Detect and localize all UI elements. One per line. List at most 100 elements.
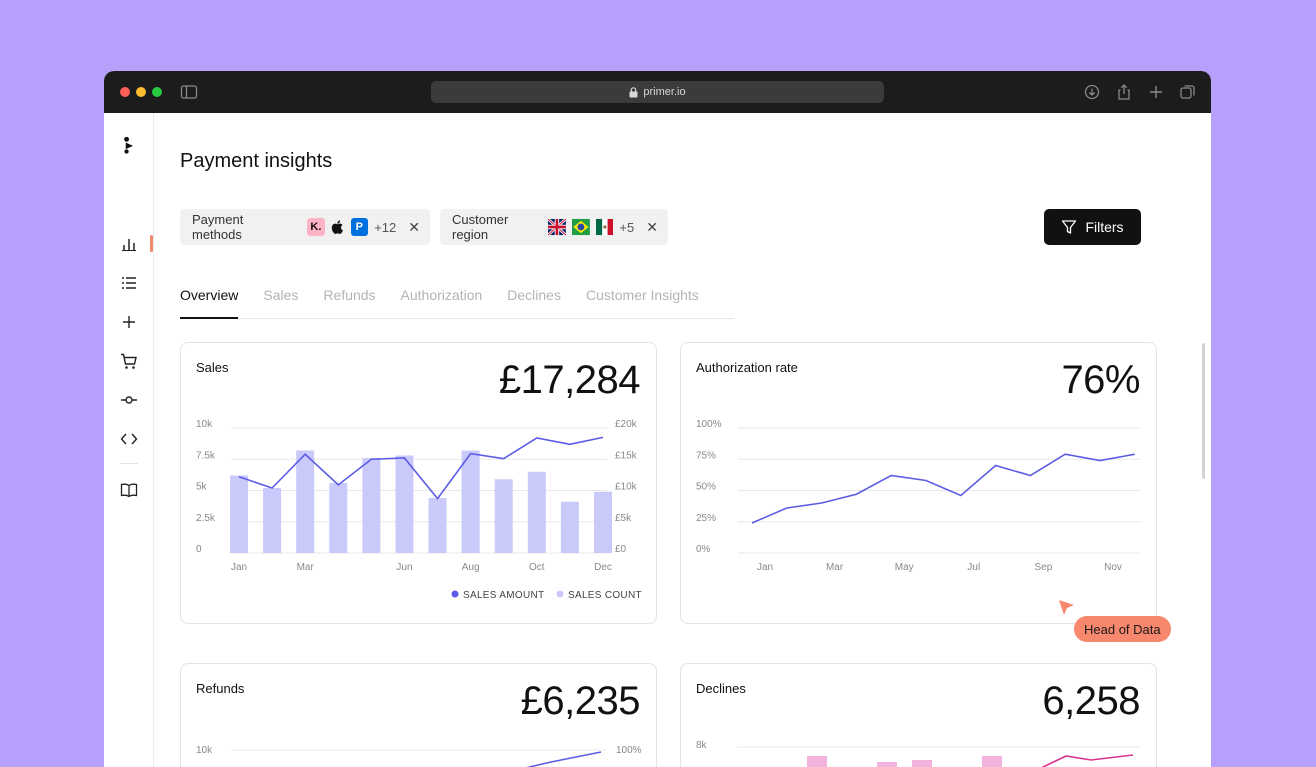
refunds-card[interactable]: Refunds £6,235 10k 100% (180, 663, 657, 767)
payment-methods-more-count: +12 (374, 219, 397, 235)
sales-count-bar (428, 498, 447, 553)
analytics-icon[interactable] (120, 235, 138, 253)
sales-x-tick: Oct (529, 562, 545, 573)
refunds-line (526, 751, 602, 767)
sales-x-tick: Mar (297, 562, 315, 573)
declines-y-tick: 8k (696, 740, 708, 751)
auth-x-tick: Nov (1104, 562, 1122, 573)
sidebar-toggle-icon[interactable] (180, 83, 198, 101)
sales-card[interactable]: Sales £17,284 0 £0 2.5k £5k 5k £10k 7.5k £15k 10… (180, 342, 657, 624)
sales-count-bar (329, 483, 348, 553)
page-title: Payment insights (180, 150, 333, 172)
auth-y-tick: 0% (696, 544, 711, 555)
declines-chart: 8k (696, 740, 1141, 767)
tab-authorization[interactable]: Authorization (400, 287, 483, 303)
sales-x-tick: Dec (594, 562, 612, 573)
auth-rate-line (751, 453, 1135, 524)
uk-flag-icon (547, 218, 566, 236)
primer-logo-icon[interactable] (120, 136, 138, 154)
sidebar (104, 113, 154, 767)
tab-sales[interactable]: Sales (263, 287, 299, 303)
active-nav-indicator (150, 235, 153, 252)
sales-count-bar (560, 501, 579, 553)
minimize-window-button[interactable] (136, 87, 146, 97)
auth-y-tick: 25% (696, 513, 716, 524)
sales-count-legend-dot (556, 590, 564, 598)
cart-icon[interactable] (120, 352, 138, 370)
declines-bar (982, 756, 1002, 767)
address-bar[interactable]: primer.io (431, 81, 884, 103)
klarna-icon: K. (307, 218, 325, 236)
auth-x-tick: Jul (967, 562, 980, 573)
sales-y-tick-right: £20k (615, 419, 638, 430)
browser-titlebar: primer.io (104, 71, 1211, 113)
new-tab-icon[interactable] (1147, 83, 1165, 101)
scrollbar-thumb[interactable] (1202, 343, 1205, 479)
docs-book-icon[interactable] (120, 481, 138, 499)
filters-button[interactable]: Filters (1044, 209, 1141, 245)
sales-y-tick-right: £15k (615, 450, 638, 461)
declines-card-title: Declines (696, 681, 746, 696)
sales-y-tick-left: 0 (196, 544, 202, 555)
insights-tabs: Overview Sales Refunds Authorization Dec… (180, 283, 734, 319)
sidebar-divider (120, 463, 138, 464)
tab-customer-insights[interactable]: Customer Insights (585, 287, 699, 303)
sales-chart: 0 £0 2.5k £5k 5k £10k 7.5k £15k 10k £20k Jan Mar Jun… (196, 419, 642, 601)
add-icon[interactable] (120, 313, 138, 331)
refunds-y-tick-right: 100% (616, 745, 642, 756)
customer-region-filter-chip[interactable]: Customer region +5 ✕ (440, 209, 668, 245)
payment-methods-filter-chip[interactable]: Payment methods K. P +12 ✕ (180, 209, 430, 245)
customer-region-more-count: +5 (619, 219, 635, 235)
url-text: primer.io (643, 86, 686, 98)
browser-window: primer.io (104, 71, 1211, 767)
refunds-chart: 10k 100% (196, 745, 642, 767)
tab-overview-icon[interactable] (1179, 83, 1197, 101)
sales-amount-legend-dot (451, 590, 459, 598)
declines-card[interactable]: Declines 6,258 8k (680, 663, 1157, 767)
sales-card-title: Sales (196, 360, 229, 375)
mexico-flag-icon (595, 218, 614, 236)
code-icon[interactable] (120, 430, 138, 448)
sales-count-bar (594, 491, 612, 553)
workflow-icon[interactable] (120, 391, 138, 409)
tab-overview[interactable]: Overview (180, 283, 239, 319)
sales-x-tick: Jun (396, 562, 412, 573)
authorization-card[interactable]: Authorization rate 76% 0% 25% 50% 75% 100% Ja… (680, 342, 1157, 624)
customer-region-remove-button[interactable]: ✕ (646, 218, 658, 235)
sales-count-bar (230, 475, 248, 553)
declines-bar (877, 762, 897, 767)
auth-x-tick: Mar (826, 562, 844, 573)
list-icon[interactable] (120, 274, 138, 292)
sales-y-tick-left: 5k (196, 482, 208, 493)
sales-amount-legend-label: SALES AMOUNT (463, 590, 544, 601)
share-icon[interactable] (1115, 83, 1133, 101)
authorization-card-title: Authorization rate (696, 360, 798, 375)
sales-count-bar (296, 450, 315, 553)
maximize-window-button[interactable] (152, 87, 162, 97)
close-window-button[interactable] (120, 87, 130, 97)
payment-methods-label: Payment methods (192, 212, 244, 242)
tab-declines[interactable]: Declines (507, 287, 561, 303)
auth-x-tick: Jan (757, 562, 773, 573)
sales-count-bar (527, 471, 546, 553)
payment-methods-remove-button[interactable]: ✕ (408, 218, 420, 235)
sales-y-tick-right: £10k (615, 482, 638, 493)
sales-y-tick-right: £0 (615, 544, 627, 555)
paypal-icon: P (350, 218, 369, 236)
declines-bar (807, 756, 827, 767)
refunds-y-tick-left: 10k (196, 745, 213, 756)
apple-pay-icon (331, 220, 343, 234)
auth-y-tick: 100% (696, 419, 722, 430)
sales-count-bar (263, 488, 282, 553)
sales-count-bar (461, 450, 480, 553)
sales-count-legend-label: SALES COUNT (568, 590, 642, 601)
sales-y-tick-right: £5k (615, 513, 632, 524)
sales-x-tick: Jan (231, 562, 247, 573)
download-icon[interactable] (1083, 83, 1101, 101)
sales-x-tick: Aug (462, 562, 480, 573)
tab-refunds[interactable]: Refunds (323, 287, 376, 303)
auth-x-tick: May (895, 562, 914, 573)
collaborator-badge: Head of Data (1074, 616, 1171, 642)
brazil-flag-icon (571, 218, 590, 236)
sales-card-value: £17,284 (498, 358, 641, 402)
